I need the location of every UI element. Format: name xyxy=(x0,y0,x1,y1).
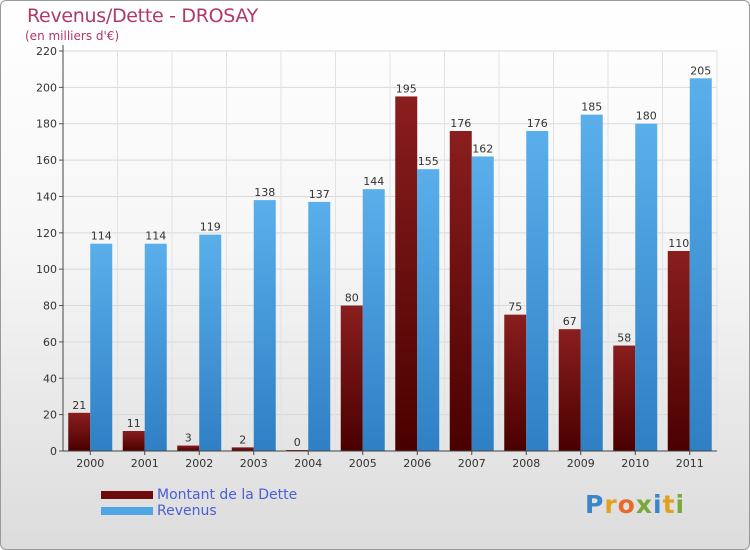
data-label-revenus: 119 xyxy=(200,221,221,234)
x-tick-label: 2010 xyxy=(621,457,649,470)
data-label-debt: 80 xyxy=(345,292,359,305)
data-label-revenus: 185 xyxy=(581,101,602,114)
bar-revenus xyxy=(689,78,712,451)
y-tick-label: 80 xyxy=(43,300,57,313)
bar-revenus xyxy=(471,156,494,452)
data-label-debt: 11 xyxy=(127,417,141,430)
y-tick-label: 60 xyxy=(43,336,57,349)
x-tick-label: 2006 xyxy=(403,457,431,470)
data-label-revenus: 162 xyxy=(472,142,493,155)
x-tick-label: 2000 xyxy=(76,457,104,470)
data-label-revenus: 155 xyxy=(418,155,439,168)
x-tick-label: 2002 xyxy=(185,457,213,470)
legend-label-debt: Montant de la Dette xyxy=(157,487,298,503)
y-tick-label: 40 xyxy=(43,372,57,385)
data-label-debt: 3 xyxy=(185,432,192,445)
data-label-revenus: 137 xyxy=(309,188,330,201)
x-tick-label: 2008 xyxy=(512,457,540,470)
data-label-revenus: 114 xyxy=(91,230,112,243)
legend-label-revenus: Revenus xyxy=(157,503,217,519)
bar-debt xyxy=(395,96,418,452)
legend-item-debt: Montant de la Dette xyxy=(101,487,297,503)
y-tick-label: 100 xyxy=(36,263,57,276)
legend-item-revenus: Revenus xyxy=(101,503,297,519)
bar-debt xyxy=(449,131,472,451)
data-label-revenus: 138 xyxy=(254,186,275,199)
bar-debt xyxy=(340,305,363,451)
bar-revenus xyxy=(199,234,222,451)
data-label-revenus: 176 xyxy=(527,117,548,130)
bar-debt xyxy=(504,314,527,451)
bar-revenus xyxy=(362,189,385,451)
data-label-revenus: 205 xyxy=(690,64,711,77)
bar-revenus xyxy=(635,123,658,452)
data-label-debt: 75 xyxy=(508,301,522,314)
chart-subtitle: (en milliers d'€) xyxy=(25,29,120,43)
data-label-debt: 67 xyxy=(563,315,577,328)
y-tick-label: 120 xyxy=(36,227,57,240)
x-tick-label: 2009 xyxy=(567,457,595,470)
bar-debt xyxy=(558,329,581,451)
bar-revenus xyxy=(417,169,440,451)
legend: Montant de la Dette Revenus xyxy=(101,487,297,519)
bar-debt xyxy=(667,251,690,451)
x-tick-label: 2005 xyxy=(349,457,377,470)
chart-title: Revenus/Dette - DROSAY xyxy=(27,5,258,27)
legend-swatch-revenus xyxy=(101,507,153,515)
bar-revenus xyxy=(308,201,331,451)
x-tick-label: 2001 xyxy=(131,457,159,470)
y-tick-label: 20 xyxy=(43,409,57,422)
x-tick-label: 2004 xyxy=(294,457,322,470)
data-label-debt: 21 xyxy=(72,399,86,412)
data-label-revenus: 180 xyxy=(636,110,657,123)
data-label-debt: 195 xyxy=(396,82,417,95)
data-label-debt: 176 xyxy=(450,117,471,130)
bar-revenus xyxy=(90,243,113,451)
y-tick-label: 0 xyxy=(50,445,57,458)
bar-debt xyxy=(613,345,636,451)
data-label-revenus: 114 xyxy=(145,230,166,243)
y-tick-label: 140 xyxy=(36,190,57,203)
data-label-debt: 110 xyxy=(668,237,689,250)
bar-revenus xyxy=(526,131,549,451)
bar-revenus xyxy=(580,114,603,452)
bar-revenus xyxy=(144,243,167,451)
data-label-debt: 0 xyxy=(294,436,301,449)
x-tick-label: 2011 xyxy=(676,457,704,470)
data-label-revenus: 144 xyxy=(363,175,384,188)
bar-debt xyxy=(231,447,254,451)
legend-swatch-debt xyxy=(101,491,153,499)
bar-debt xyxy=(68,412,91,451)
y-tick-label: 160 xyxy=(36,154,57,167)
bar-revenus xyxy=(253,200,276,451)
y-tick-label: 220 xyxy=(36,45,57,58)
bar-debt xyxy=(122,431,145,451)
x-tick-label: 2003 xyxy=(240,457,268,470)
proxiti-logo: Proxiti xyxy=(585,490,686,519)
data-label-debt: 58 xyxy=(617,332,631,345)
y-tick-label: 200 xyxy=(36,81,57,94)
data-label-debt: 2 xyxy=(239,433,246,446)
y-tick-label: 180 xyxy=(36,118,57,131)
x-tick-label: 2007 xyxy=(458,457,486,470)
bar-debt xyxy=(177,445,200,451)
